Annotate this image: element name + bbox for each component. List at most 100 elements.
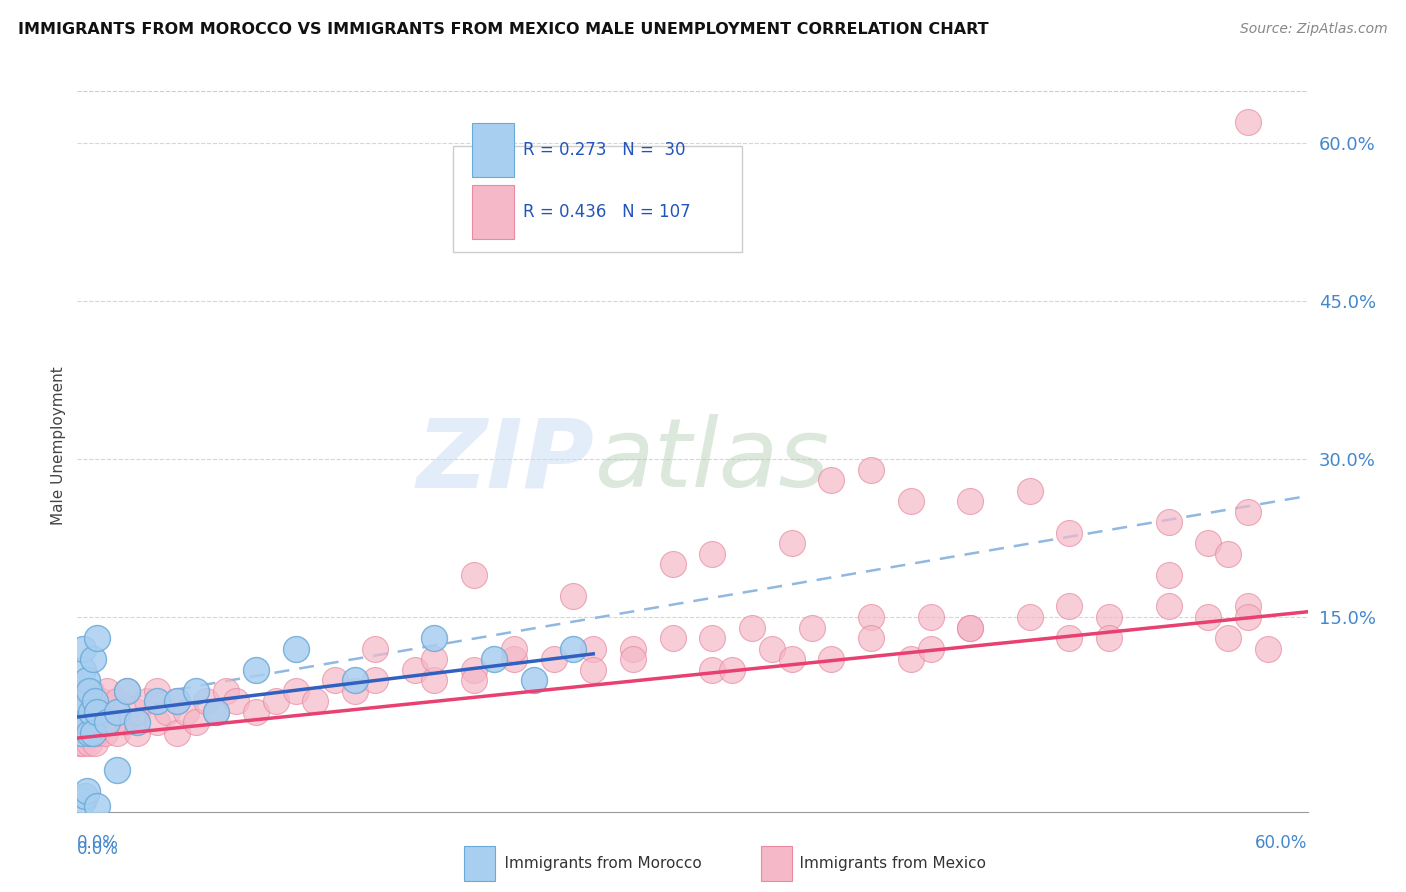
Point [582, 663, 605, 677]
Point [82, 726, 104, 740]
Point [721, 663, 744, 677]
Text: 60.0%: 60.0% [1256, 834, 1308, 852]
Point [820, 652, 842, 666]
Point [75, 715, 97, 730]
Point [82, 705, 104, 719]
Text: 0.0%: 0.0% [77, 839, 120, 857]
Point [423, 673, 446, 688]
Point [77, 726, 100, 740]
Text: 0.0%: 0.0% [77, 834, 120, 852]
Point [959, 621, 981, 635]
Point [166, 694, 188, 708]
Point [105, 705, 128, 719]
Text: ZIP: ZIP [416, 414, 595, 508]
Text: Immigrants from Mexico: Immigrants from Mexico [780, 856, 987, 871]
Point [245, 705, 267, 719]
Point [76, 783, 98, 797]
Point [959, 621, 981, 635]
Point [543, 652, 565, 666]
Point [502, 652, 524, 666]
Point [562, 589, 585, 603]
Point [94, 726, 117, 740]
Point [105, 694, 128, 708]
Point [86, 705, 108, 719]
Point [186, 683, 208, 698]
Point [86, 726, 108, 740]
Point [702, 631, 724, 645]
Point [225, 694, 247, 708]
Text: Source: ZipAtlas.com: Source: ZipAtlas.com [1240, 22, 1388, 37]
Point [72, 794, 94, 808]
Point [860, 463, 883, 477]
Point [195, 694, 218, 708]
Point [84, 694, 107, 708]
Point [82, 652, 104, 666]
Y-axis label: Male Unemployment: Male Unemployment [51, 367, 66, 525]
Point [1018, 610, 1040, 624]
Point [96, 683, 118, 698]
Point [166, 726, 188, 740]
Point [1237, 505, 1260, 519]
Point [70, 726, 93, 740]
Point [920, 641, 942, 656]
Point [75, 694, 97, 708]
Point [364, 641, 387, 656]
Text: IMMIGRANTS FROM MOROCCO VS IMMIGRANTS FROM MEXICO MALE UNEMPLOYMENT CORRELATION : IMMIGRANTS FROM MOROCCO VS IMMIGRANTS FR… [18, 22, 988, 37]
Point [176, 705, 198, 719]
Point [76, 673, 98, 688]
Point [82, 726, 104, 740]
Point [1218, 547, 1240, 561]
Point [86, 705, 108, 719]
Point [1237, 115, 1260, 129]
Point [77, 683, 100, 698]
Point [67, 715, 90, 730]
Point [80, 683, 103, 698]
Point [96, 715, 118, 730]
Point [523, 673, 546, 688]
Point [75, 789, 97, 803]
Point [115, 715, 138, 730]
Point [86, 799, 108, 814]
Point [1157, 516, 1180, 530]
Point [900, 652, 922, 666]
Text: Immigrants from Morocco: Immigrants from Morocco [485, 856, 702, 871]
Point [284, 641, 307, 656]
Point [582, 641, 605, 656]
FancyBboxPatch shape [472, 185, 515, 239]
Point [105, 763, 128, 777]
Point [661, 558, 683, 572]
Point [800, 621, 823, 635]
Point [145, 683, 167, 698]
Point [156, 705, 179, 719]
Point [72, 663, 94, 677]
Point [76, 726, 98, 740]
Point [205, 705, 228, 719]
Point [77, 736, 100, 750]
Point [344, 683, 367, 698]
Point [125, 705, 148, 719]
Point [1257, 641, 1279, 656]
Point [820, 473, 842, 487]
Point [1098, 610, 1121, 624]
Point [80, 705, 103, 719]
Point [463, 568, 485, 582]
Point [115, 683, 138, 698]
Point [90, 694, 112, 708]
Point [741, 621, 763, 635]
Point [364, 673, 387, 688]
Point [404, 663, 426, 677]
Point [463, 673, 485, 688]
Point [1157, 599, 1180, 614]
Point [621, 652, 644, 666]
Point [1157, 568, 1180, 582]
FancyBboxPatch shape [453, 146, 742, 252]
Point [80, 715, 103, 730]
Point [166, 694, 188, 708]
Point [105, 726, 128, 740]
Point [186, 715, 208, 730]
Point [621, 641, 644, 656]
Point [125, 715, 148, 730]
Point [135, 694, 157, 708]
Point [1237, 610, 1260, 624]
Point [72, 736, 94, 750]
